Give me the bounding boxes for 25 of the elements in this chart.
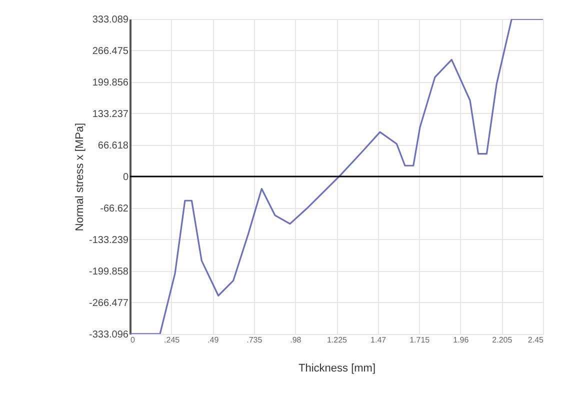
y-tick-label: -133.239	[89, 235, 129, 246]
x-tick-label: 1.96	[453, 336, 470, 344]
x-tick-label: 1.225	[326, 336, 348, 344]
y-tick-label: 133.237	[92, 109, 129, 120]
y-tick-label: 266.475	[92, 46, 129, 57]
x-tick-label: .245	[164, 336, 180, 344]
x-tick-label: .98	[290, 336, 302, 344]
x-tick-label: .49	[208, 336, 220, 344]
y-tick-label: 0	[122, 172, 129, 183]
x-tick-label: 0	[130, 336, 136, 344]
y-axis-title: Normal stress x [MPa]	[74, 122, 86, 232]
y-tick-label: -333.096	[89, 330, 129, 340]
line-series	[130, 19, 543, 334]
y-tick-label: 199.856	[92, 78, 129, 88]
x-tick-label: 1.715	[410, 336, 430, 344]
y-tick-label: -66.62	[100, 204, 129, 214]
x-tick-label: 1.47	[370, 336, 387, 344]
y-tick-label: -266.477	[89, 298, 129, 309]
y-tick-label: 333.089	[92, 14, 129, 26]
y-tick-label: -199.858	[89, 266, 129, 278]
y-tick-label: 66.618	[98, 140, 129, 152]
x-axis-title: Thickness [mm]	[298, 362, 376, 374]
x-tick-label: 2.205	[492, 336, 513, 344]
x-tick-label: 2.45	[528, 336, 544, 344]
x-tick-label: .735	[246, 336, 263, 344]
